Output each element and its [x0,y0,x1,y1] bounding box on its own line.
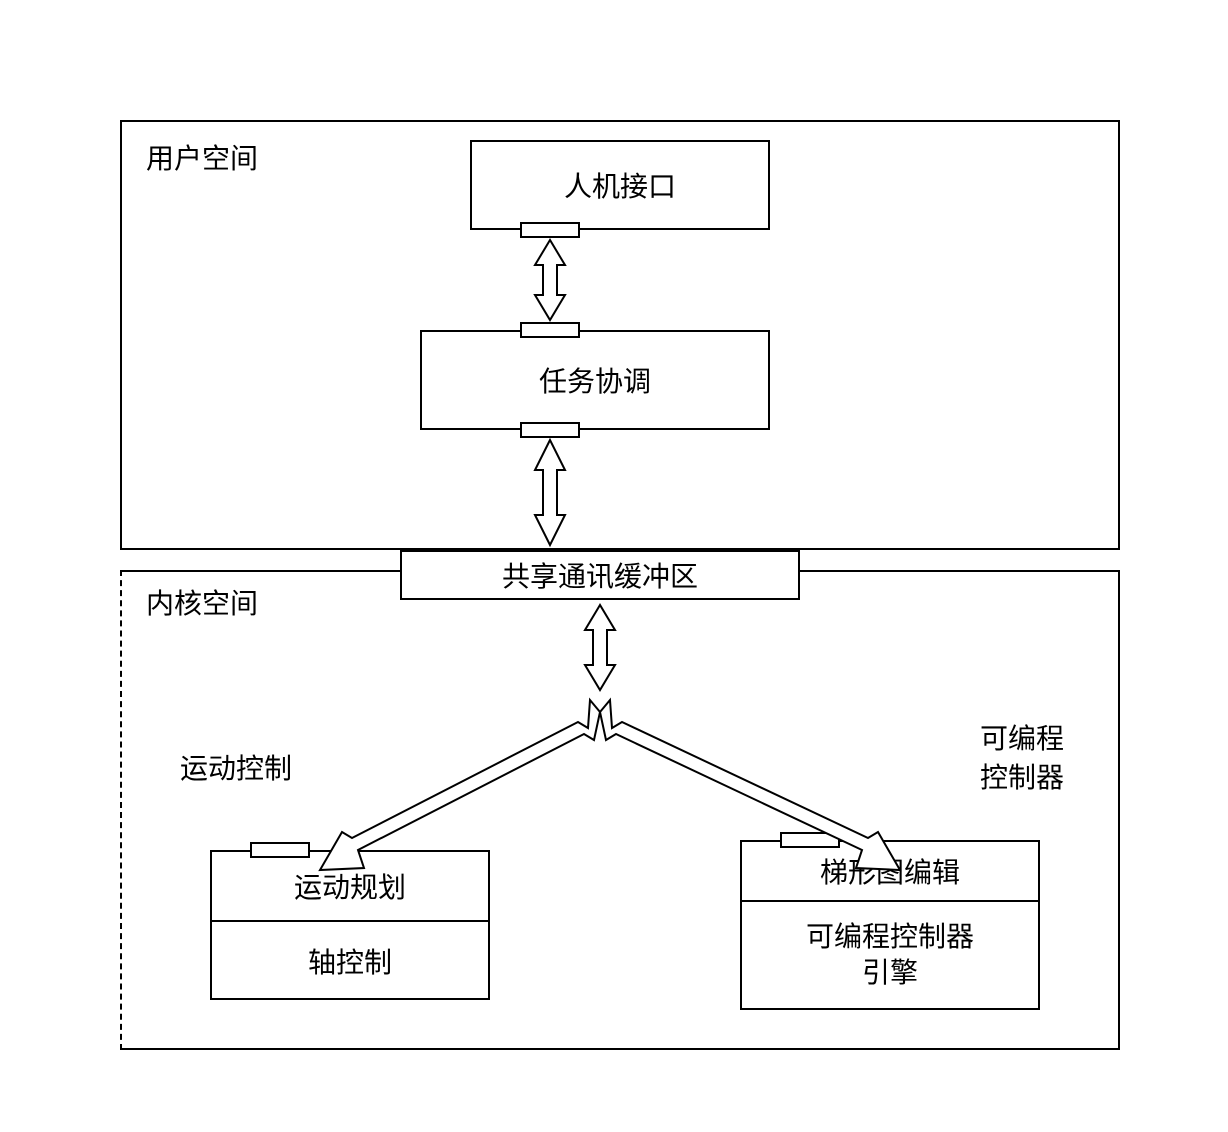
diagram-container: 用户空间 内核空间 人机接口 任务协调 共享通讯缓冲区 运动规划 轴控制 运动控… [120,120,1120,1080]
arrow-hmi-task [535,240,565,320]
arrows-svg [120,120,1120,1080]
arrow-task-buffer [535,440,565,545]
arrow-branch-left [320,700,600,870]
arrow-branch-right [600,700,900,870]
arrow-buffer-down [585,605,615,690]
